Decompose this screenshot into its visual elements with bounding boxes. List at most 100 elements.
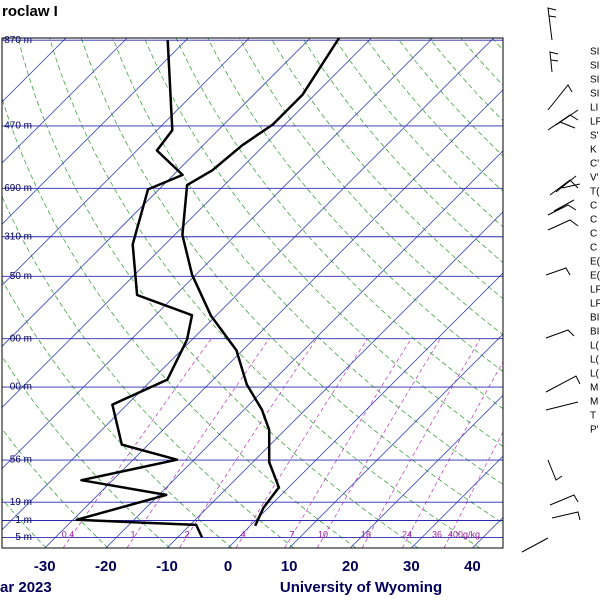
side-label: T bbox=[590, 411, 596, 422]
dry-adiabat bbox=[2, 428, 109, 548]
date-label: ar 2023 bbox=[0, 579, 52, 596]
chart-title: roclaw I bbox=[2, 3, 58, 20]
temperature-line bbox=[181, 38, 341, 527]
x-tick-label: -20 bbox=[95, 558, 117, 575]
side-label: BI bbox=[590, 327, 599, 338]
x-tick-label: 0 bbox=[224, 558, 232, 575]
y-tick-label: 50 m bbox=[10, 271, 32, 282]
dry-adiabat bbox=[175, 38, 503, 410]
x-tick-label: 30 bbox=[403, 558, 420, 575]
side-label: E( bbox=[590, 271, 600, 282]
dry-adiabat bbox=[2, 498, 47, 548]
y-tick-label: 310 m bbox=[4, 231, 32, 242]
isotherm-grid-line bbox=[288, 333, 503, 548]
side-label: M bbox=[590, 397, 598, 408]
side-label: SI bbox=[590, 61, 599, 72]
side-label: T( bbox=[590, 187, 600, 198]
x-tick-label: 10 bbox=[281, 558, 298, 575]
isotherm bbox=[2, 38, 372, 409]
plot-area bbox=[2, 38, 503, 548]
isotherm-grid-line bbox=[227, 272, 503, 548]
plot-frame bbox=[1, 37, 504, 549]
mixing-ratio-line bbox=[402, 361, 503, 548]
wind-barb bbox=[547, 459, 563, 481]
dry-adiabat bbox=[2, 195, 295, 548]
wind-barb bbox=[547, 109, 579, 131]
mixing-ratio-label: 0.4 bbox=[62, 529, 75, 539]
mixing-ratio-label: 36 bbox=[432, 529, 442, 539]
side-label: SI bbox=[590, 47, 599, 58]
wind-barb bbox=[545, 267, 571, 276]
dry-adiabat bbox=[2, 97, 357, 548]
y-tick-label: 5 m bbox=[15, 532, 32, 543]
wind-barb bbox=[547, 199, 577, 216]
mixing-ratio-label: 10 bbox=[318, 529, 328, 539]
wind-barb bbox=[521, 537, 549, 553]
wind-barb bbox=[545, 401, 579, 411]
dry-adiabat bbox=[238, 38, 503, 336]
x-tick-label: -30 bbox=[34, 558, 56, 575]
side-label: LF bbox=[590, 299, 600, 310]
mixing-ratio-label: 4 bbox=[240, 529, 245, 539]
x-tick-label: 20 bbox=[342, 558, 359, 575]
side-label: SI bbox=[590, 75, 599, 86]
dry-adiabat bbox=[2, 279, 233, 548]
wind-barb bbox=[549, 175, 581, 196]
mixing-ratio-label: 400g/kg bbox=[448, 529, 480, 539]
wind-barb bbox=[547, 7, 557, 41]
isotherm-grid-line bbox=[166, 211, 503, 548]
side-label: L( bbox=[590, 355, 600, 366]
mixing-ratio-line bbox=[126, 338, 270, 548]
side-label: BI bbox=[590, 313, 599, 324]
mixing-ratio-line bbox=[284, 338, 412, 548]
side-label: V' bbox=[590, 173, 599, 184]
wind-barb bbox=[547, 219, 579, 231]
mixing-ratio-line bbox=[235, 338, 368, 548]
side-label: LI bbox=[590, 103, 598, 114]
isotherm bbox=[2, 38, 189, 225]
y-tick-label: 00 m bbox=[10, 333, 32, 344]
side-label: L( bbox=[590, 369, 600, 380]
y-tick-label: 00 m bbox=[10, 382, 32, 393]
wind-barb bbox=[545, 329, 575, 339]
dry-adiabat bbox=[17, 38, 419, 548]
wind-barbs bbox=[521, 7, 581, 553]
y-tick-label: 690 m bbox=[4, 183, 32, 194]
isotherm-grid-line bbox=[349, 394, 503, 548]
side-label: P' bbox=[590, 425, 599, 436]
dry-adiabat bbox=[207, 38, 503, 372]
side-label: E( bbox=[590, 257, 600, 268]
wind-barb bbox=[545, 375, 581, 393]
side-label: SI bbox=[590, 89, 599, 100]
side-label: C bbox=[590, 229, 597, 240]
mixing-ratio-label: 1 bbox=[130, 529, 135, 539]
wind-barb bbox=[549, 494, 579, 506]
side-label: M bbox=[590, 383, 598, 394]
isotherm bbox=[2, 38, 311, 347]
isotherm bbox=[2, 38, 433, 470]
x-tick-label: 40 bbox=[464, 558, 481, 575]
mixing-ratio-line bbox=[316, 338, 441, 548]
y-tick-label: 470 m bbox=[4, 121, 32, 132]
mixing-ratio-line bbox=[361, 338, 481, 548]
isotherm-grid-line bbox=[411, 455, 503, 548]
mixing-ratio-label: 2 bbox=[184, 529, 189, 539]
mixing-ratio-label: 7 bbox=[289, 529, 294, 539]
mixing-ratio-label: 24 bbox=[402, 529, 412, 539]
side-label: C bbox=[590, 215, 597, 226]
mixing-ratio-line bbox=[62, 338, 212, 548]
side-label: L( bbox=[590, 341, 600, 352]
side-label: C' bbox=[590, 159, 599, 170]
side-label: LF bbox=[590, 285, 600, 296]
dry-adiabat bbox=[49, 38, 480, 548]
side-label: LF bbox=[590, 117, 600, 128]
dry-adiabat bbox=[2, 355, 171, 548]
wind-barb bbox=[549, 51, 559, 73]
dry-adiabat bbox=[112, 38, 503, 485]
side-label: K bbox=[590, 145, 597, 156]
isotherm-grid-line bbox=[44, 89, 503, 548]
side-label: C bbox=[590, 201, 597, 212]
y-tick-label: 19 m bbox=[10, 497, 32, 508]
